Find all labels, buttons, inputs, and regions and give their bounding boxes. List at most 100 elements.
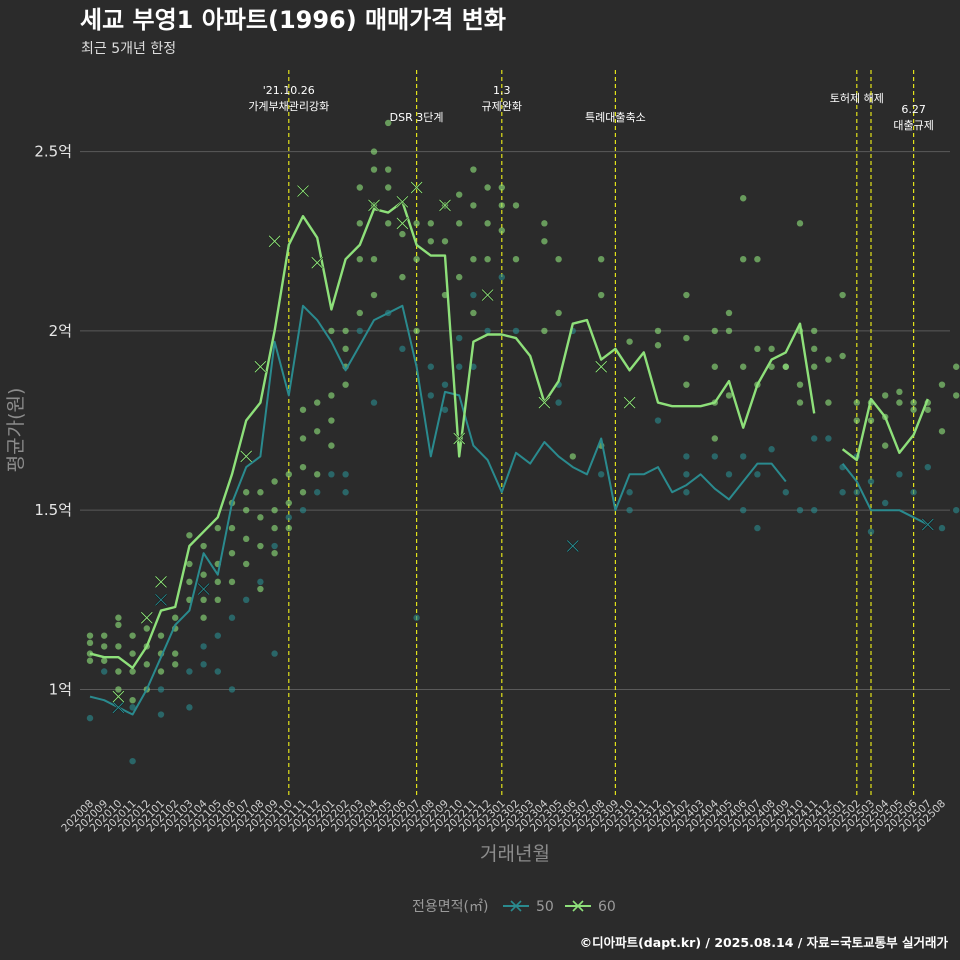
transaction-point xyxy=(470,255,477,263)
transaction-point xyxy=(484,184,491,191)
transaction-point xyxy=(243,506,250,514)
transaction-point xyxy=(328,327,335,335)
event-label: 1.3 xyxy=(493,84,511,97)
transaction-point xyxy=(725,327,733,335)
cross-marker xyxy=(538,396,551,409)
legend-label: 50 xyxy=(536,899,554,915)
transaction-point xyxy=(569,453,576,460)
transaction-point xyxy=(825,435,832,442)
transaction-point xyxy=(896,471,903,478)
cross-marker xyxy=(154,575,168,589)
chart-subtitle: 최근 5개년 한정 xyxy=(81,41,176,57)
cross-marker xyxy=(310,256,324,269)
transaction-point xyxy=(214,632,221,639)
transaction-point xyxy=(782,489,789,496)
transaction-point xyxy=(228,578,236,586)
event-label: 대출규제 xyxy=(893,119,933,132)
transaction-point xyxy=(867,528,875,535)
y-axis-title: 평균가(원) xyxy=(5,388,27,473)
transaction-point xyxy=(385,220,392,227)
transaction-point xyxy=(157,632,165,639)
transaction-point xyxy=(725,392,733,399)
legend-item-60: 60 xyxy=(565,899,616,915)
transaction-point xyxy=(200,643,207,650)
transaction-point xyxy=(796,399,804,406)
transaction-point xyxy=(811,506,818,514)
cross-stroke xyxy=(453,432,466,445)
transaction-point xyxy=(910,489,917,496)
transaction-point xyxy=(711,363,718,370)
transaction-point xyxy=(172,650,179,657)
transaction-point xyxy=(910,399,917,406)
transaction-point xyxy=(811,327,818,335)
transaction-point xyxy=(740,363,747,370)
cross-stroke xyxy=(268,235,281,248)
transaction-point xyxy=(356,184,363,191)
transaction-point xyxy=(740,506,747,514)
transaction-point xyxy=(456,273,463,281)
transaction-point xyxy=(157,668,165,675)
transaction-point xyxy=(115,643,122,650)
x-axis-title: 거래년월 xyxy=(480,843,550,865)
cross-marker xyxy=(154,593,168,607)
transaction-point xyxy=(598,471,605,478)
transaction-point xyxy=(370,399,378,406)
transaction-point xyxy=(811,363,818,370)
transaction-point xyxy=(938,381,946,388)
transaction-point xyxy=(101,657,108,664)
transaction-point xyxy=(285,524,292,532)
transaction-point xyxy=(740,453,747,460)
transaction-point xyxy=(129,696,136,704)
transaction-point xyxy=(839,489,846,496)
cross-marker xyxy=(438,199,452,212)
transaction-point xyxy=(427,392,434,399)
transaction-point xyxy=(214,596,221,604)
transaction-point xyxy=(882,442,889,449)
transaction-point xyxy=(484,220,491,227)
transaction-point xyxy=(456,220,463,227)
transaction-point xyxy=(314,428,321,435)
event-label: 규제완화 xyxy=(482,100,522,113)
transaction-point xyxy=(470,166,477,173)
transaction-point xyxy=(754,471,761,478)
transaction-point xyxy=(101,668,108,675)
transaction-point xyxy=(271,549,278,557)
transaction-point xyxy=(314,399,321,406)
cross-stroke xyxy=(155,576,167,588)
transaction-point xyxy=(271,542,278,550)
event-label: '21.10.26 xyxy=(263,84,315,97)
cross-stroke xyxy=(368,199,380,212)
transaction-point xyxy=(754,255,761,263)
transaction-point xyxy=(456,191,463,198)
transaction-point xyxy=(683,471,690,478)
transaction-point xyxy=(796,381,804,388)
transaction-point xyxy=(200,661,207,668)
transaction-point xyxy=(512,255,520,263)
transaction-point xyxy=(498,273,505,281)
transaction-point xyxy=(924,463,931,471)
cross-marker xyxy=(396,217,409,230)
y-tick-label: 2억 xyxy=(49,322,72,340)
cross-stroke xyxy=(197,583,210,595)
series-line-50 xyxy=(89,304,929,716)
legend-key-cross xyxy=(510,900,522,912)
transaction-point xyxy=(228,686,236,693)
transaction-point xyxy=(683,334,690,342)
transaction-point xyxy=(498,184,505,191)
transaction-point xyxy=(953,363,960,370)
transaction-point xyxy=(427,238,434,245)
transaction-point xyxy=(285,514,292,521)
cross-marker xyxy=(594,360,608,373)
transaction-point xyxy=(370,255,378,263)
transaction-point xyxy=(683,381,690,388)
transaction-point xyxy=(754,345,761,353)
event-label: 특례대출축소 xyxy=(585,111,646,124)
transaction-point xyxy=(896,388,903,396)
transaction-point xyxy=(910,406,917,413)
x-tick-labels: 2020082020092020102020112020122021012021… xyxy=(59,797,948,834)
transaction-point xyxy=(370,166,378,173)
transaction-point xyxy=(200,571,207,578)
transaction-point xyxy=(228,614,236,621)
transaction-point xyxy=(413,614,420,621)
